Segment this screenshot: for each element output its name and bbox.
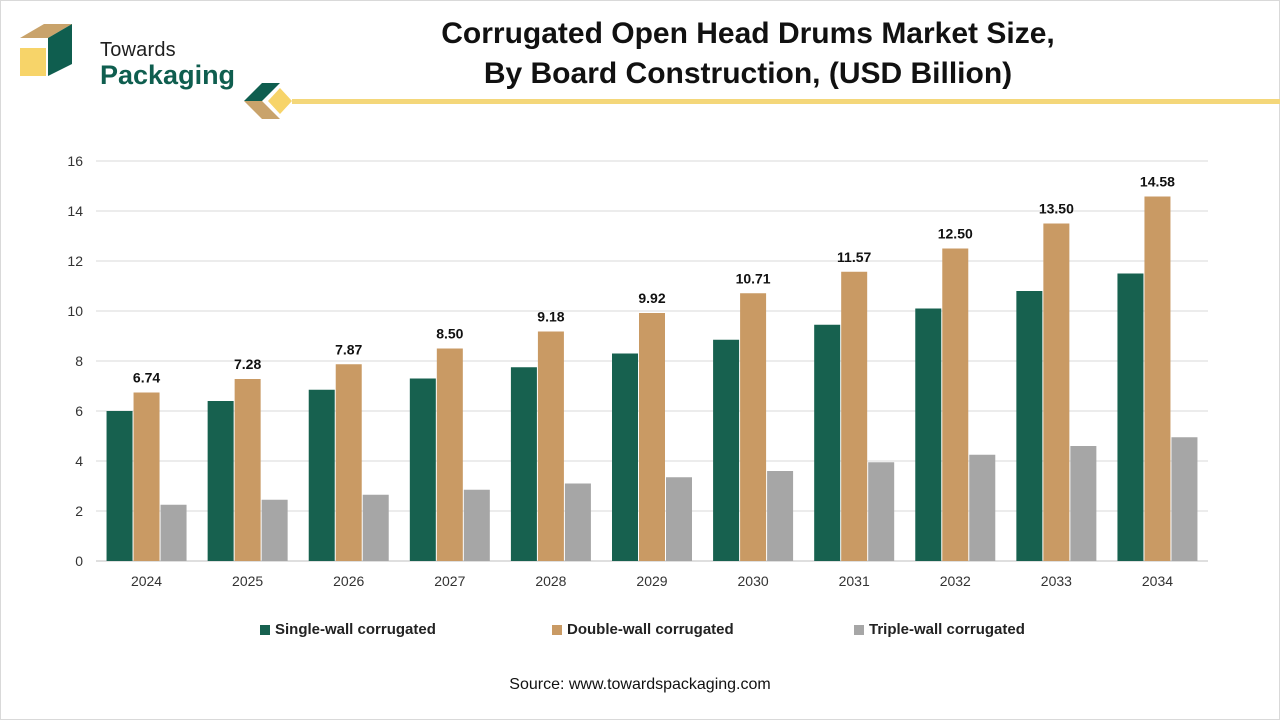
data-label: 14.58 — [1140, 174, 1175, 190]
x-tick-label: 2032 — [940, 573, 971, 589]
bar-triple — [969, 454, 996, 561]
bar-single — [814, 324, 841, 561]
bar-single — [713, 339, 740, 561]
bar-double — [740, 293, 767, 561]
data-label: 13.50 — [1039, 201, 1074, 217]
bar-triple — [362, 494, 389, 561]
data-label: 9.92 — [638, 290, 665, 306]
bar-single — [1016, 291, 1043, 561]
diamond-ornament-icon — [244, 83, 292, 119]
bar-double — [841, 271, 868, 561]
data-label: 8.50 — [436, 326, 463, 342]
bar-triple — [1070, 446, 1097, 561]
y-tick-label: 8 — [75, 353, 83, 369]
box-logo-icon — [20, 24, 72, 76]
bar-single — [510, 367, 537, 561]
y-tick-label: 2 — [75, 503, 83, 519]
bar-single — [1117, 273, 1144, 561]
y-tick-label: 4 — [75, 453, 83, 469]
bar-single — [308, 389, 335, 561]
data-label: 7.87 — [335, 341, 362, 357]
x-tick-label: 2031 — [839, 573, 870, 589]
bar-triple — [666, 477, 692, 561]
bar-single — [915, 308, 942, 561]
bar-double — [234, 379, 261, 561]
x-tick-label: 2028 — [535, 573, 566, 589]
title-underline — [292, 99, 1280, 104]
y-tick-label: 6 — [75, 403, 83, 419]
source-note: Source: www.towardspackaging.com — [509, 676, 771, 693]
y-tick-label: 0 — [75, 553, 83, 569]
legend-label-triple: Triple-wall corrugated — [869, 621, 1025, 638]
y-tick-label: 12 — [67, 253, 83, 269]
x-tick-label: 2027 — [434, 573, 465, 589]
data-label: 9.18 — [537, 309, 564, 325]
x-tick-label: 2034 — [1142, 573, 1173, 589]
bar-double — [436, 348, 463, 561]
y-tick-label: 14 — [67, 203, 83, 219]
legend-label-single: Single-wall corrugated — [275, 621, 436, 638]
x-tick-label: 2030 — [738, 573, 769, 589]
x-tick-label: 2024 — [131, 573, 162, 589]
y-tick-label: 10 — [67, 303, 83, 319]
legend-swatch-triple — [854, 624, 864, 635]
bar-double — [942, 248, 969, 561]
legend-item-triple: Triple-wall corrugated — [854, 621, 1025, 638]
brand-name-line1: Towards — [100, 39, 176, 61]
legend-item-single: Single-wall corrugated — [260, 621, 436, 638]
bar-single — [409, 378, 436, 561]
chart-title-line1: Corrugated Open Head Drums Market Size, — [441, 17, 1055, 50]
data-label: 7.28 — [234, 356, 261, 372]
legend-item-double: Double-wall corrugated — [552, 621, 734, 638]
legend-swatch-double — [552, 624, 562, 635]
bar-triple — [868, 462, 895, 561]
bar-single — [106, 411, 133, 561]
bar-double — [537, 331, 564, 561]
legend: Single-wall corrugated Double-wall corru… — [0, 621, 1280, 641]
y-tick-label: 16 — [67, 153, 83, 169]
legend-label-double: Double-wall corrugated — [567, 621, 734, 638]
bar-triple — [1171, 437, 1198, 561]
bar-double — [335, 364, 362, 561]
bar-double — [133, 392, 160, 561]
bar-double — [1144, 196, 1171, 561]
data-label: 10.71 — [736, 270, 771, 286]
brand-logo: Towards Packaging — [16, 18, 246, 90]
x-tick-label: 2026 — [333, 573, 364, 589]
data-label: 12.50 — [938, 226, 973, 242]
bar-double — [1043, 223, 1070, 561]
brand-name-line2: Packaging — [100, 60, 236, 90]
bar-triple — [564, 483, 591, 561]
bar-single — [207, 401, 234, 561]
x-tick-label: 2029 — [636, 573, 667, 589]
bar-triple — [261, 499, 288, 561]
chart-title: Corrugated Open Head Drums Market Size, … — [380, 14, 1116, 94]
bar-triple — [463, 489, 490, 561]
bar-triple — [767, 471, 794, 561]
data-label: 11.57 — [837, 249, 871, 265]
bar-double — [639, 313, 665, 561]
x-tick-label: 2033 — [1041, 573, 1072, 589]
legend-swatch-single — [260, 624, 270, 635]
chart-title-line2: By Board Construction, (USD Billion) — [483, 57, 1013, 90]
data-label: 6.74 — [133, 370, 160, 386]
bar-single — [612, 353, 638, 561]
bar-triple — [160, 504, 187, 561]
x-tick-label: 2025 — [232, 573, 263, 589]
